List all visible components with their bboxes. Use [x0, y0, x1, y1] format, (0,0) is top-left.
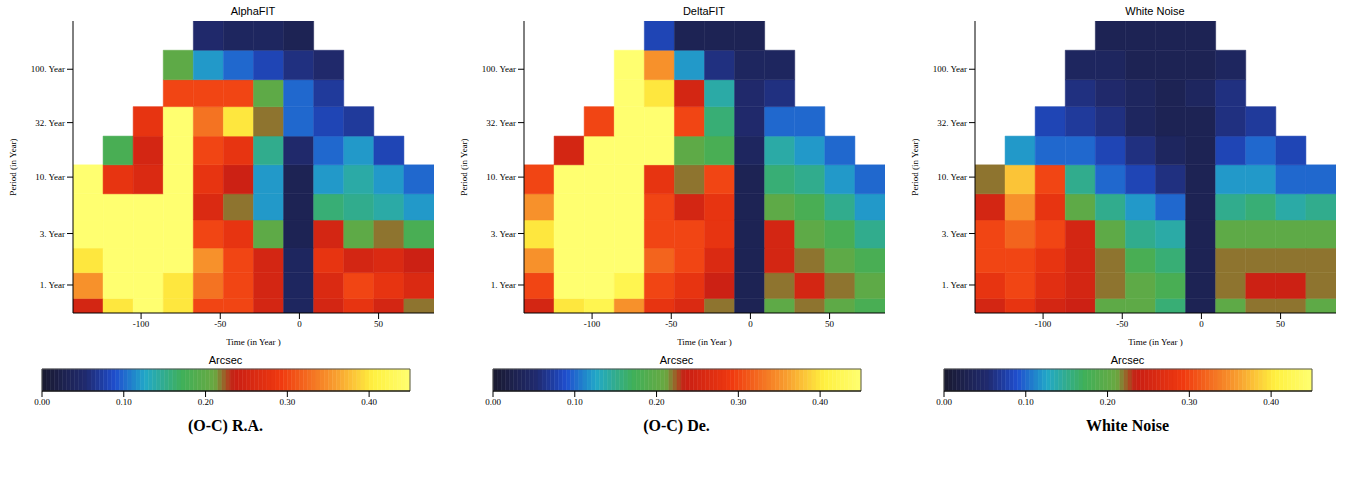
svg-text:0.00: 0.00	[34, 397, 50, 407]
svg-text:1. Year: 1. Year	[941, 280, 966, 290]
svg-text:0: 0	[748, 319, 753, 329]
svg-text:10. Year: 10. Year	[486, 172, 516, 182]
html-text:(O-C) De.: (O-C) De.	[643, 417, 710, 434]
svg-text:100. Year: 100. Year	[30, 64, 64, 74]
svg-text:3. Year: 3. Year	[490, 229, 515, 239]
svg-text:0.20: 0.20	[1099, 397, 1115, 407]
svg-text:-100: -100	[132, 319, 149, 329]
svg-text:0.30: 0.30	[1181, 397, 1197, 407]
svg-text:Period (in Year): Period (in Year)	[910, 138, 920, 195]
svg-text:0.20: 0.20	[197, 397, 213, 407]
svg-text:0.00: 0.00	[485, 397, 501, 407]
svg-text:Time (in Year ): Time (in Year )	[677, 337, 732, 347]
svg-text:10. Year: 10. Year	[937, 172, 967, 182]
svg-text:100. Year: 100. Year	[932, 64, 966, 74]
svg-text:3. Year: 3. Year	[39, 229, 64, 239]
svg-text:32. Year: 32. Year	[937, 118, 967, 128]
svg-text:Time (in Year ): Time (in Year )	[226, 337, 281, 347]
svg-text:100. Year: 100. Year	[481, 64, 515, 74]
svg-text:-50: -50	[665, 319, 677, 329]
html-text:Arcsec: Arcsec	[1110, 354, 1145, 366]
svg-text:Period (in Year): Period (in Year)	[8, 138, 18, 195]
svg-text:0.40: 0.40	[812, 397, 828, 407]
svg-text:0.10: 0.10	[115, 397, 131, 407]
svg-text:-50: -50	[1116, 319, 1128, 329]
html-text:DeltaFIT: DeltaFIT	[682, 5, 726, 17]
svg-text:50: 50	[374, 319, 384, 329]
svg-text:3. Year: 3. Year	[941, 229, 966, 239]
svg-text:0: 0	[297, 319, 302, 329]
html-text:Arcsec: Arcsec	[208, 354, 243, 366]
svg-text:-100: -100	[583, 319, 600, 329]
svg-text:0.10: 0.10	[1017, 397, 1033, 407]
svg-text:Period (in Year): Period (in Year)	[459, 138, 469, 195]
html-text:White Noise: White Noise	[1085, 417, 1169, 434]
svg-text:32. Year: 32. Year	[35, 118, 65, 128]
svg-text:0.30: 0.30	[279, 397, 295, 407]
svg-text:50: 50	[1276, 319, 1286, 329]
svg-text:0.30: 0.30	[730, 397, 746, 407]
svg-text:0.40: 0.40	[1263, 397, 1279, 407]
svg-text:0.40: 0.40	[361, 397, 377, 407]
svg-text:32. Year: 32. Year	[486, 118, 516, 128]
html-text:Arcsec: Arcsec	[659, 354, 694, 366]
svg-text:1. Year: 1. Year	[39, 280, 64, 290]
svg-text:Time (in Year ): Time (in Year )	[1128, 337, 1183, 347]
svg-text:0: 0	[1199, 319, 1204, 329]
html-text:AlphaFIT: AlphaFIT	[230, 5, 276, 17]
svg-text:0.00: 0.00	[936, 397, 952, 407]
svg-text:50: 50	[825, 319, 835, 329]
svg-text:0.10: 0.10	[566, 397, 582, 407]
svg-text:-100: -100	[1034, 319, 1051, 329]
html-text:White Noise: White Noise	[1125, 5, 1185, 17]
html-text:(O-C) R.A.: (O-C) R.A.	[188, 417, 263, 434]
svg-text:1. Year: 1. Year	[490, 280, 515, 290]
svg-text:0.20: 0.20	[648, 397, 664, 407]
svg-text:10. Year: 10. Year	[35, 172, 65, 182]
svg-text:-50: -50	[214, 319, 226, 329]
